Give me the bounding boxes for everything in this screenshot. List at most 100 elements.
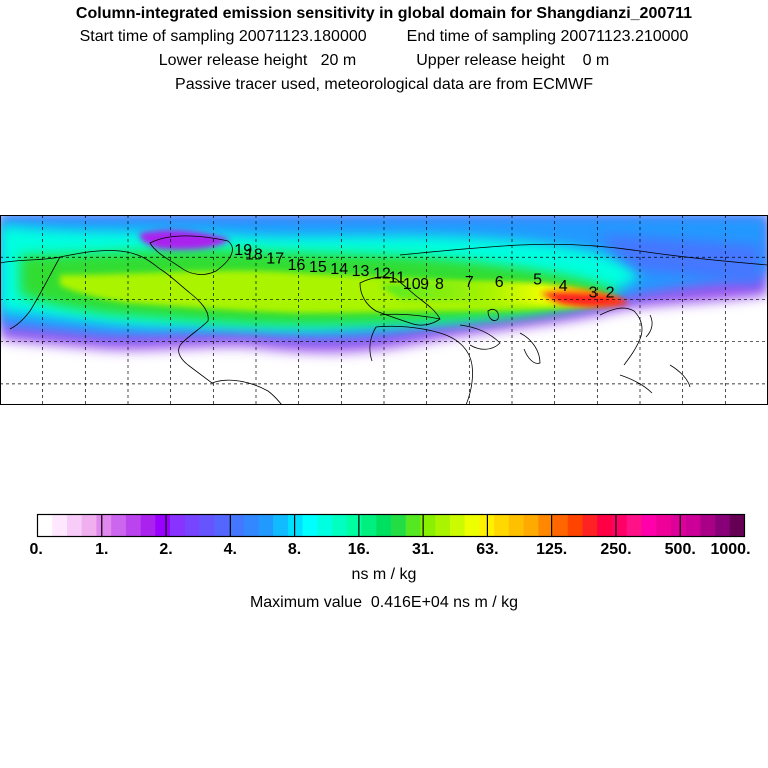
colorbar-tick-label: 1.: [95, 541, 108, 558]
trajectory-label: 12: [373, 265, 391, 282]
colorbar-cell: [155, 514, 171, 537]
colorbar-cell: [302, 514, 318, 537]
colorbar-cell: [125, 514, 141, 537]
colorbar-cell: [582, 514, 598, 537]
trajectory-label: 9: [420, 276, 429, 293]
colorbar-tick-label: 0.: [30, 541, 43, 558]
trajectory-label: 16: [288, 257, 306, 274]
lower-value: 20 m: [320, 52, 357, 69]
figure-title: Column-integrated emission sensitivity i…: [75, 5, 693, 22]
trajectory-label: 11: [388, 270, 405, 287]
colorbar-tick-label: 16.: [348, 541, 370, 558]
colorbar-cell: [81, 514, 97, 537]
colorbar-cell: [464, 514, 480, 537]
trajectory-label: 18: [245, 246, 263, 263]
trajectory-label: 17: [266, 251, 284, 268]
trajectory-label: 2: [606, 284, 615, 301]
trajectory-label: 8: [435, 276, 444, 293]
lat-lon-grid: [0, 215, 768, 405]
colorbar-tick-label: 4.: [224, 541, 237, 558]
maximum-value: Maximum value 0.416E+04 ns m / kg: [0, 594, 768, 612]
colorbar-cell: [538, 514, 554, 537]
lower-label: Lower release height: [158, 52, 308, 69]
colorbar-cell: [391, 514, 407, 537]
colorbar: 0. 1. 2. 4. 8. 16. 31. 63. 125. 250. 500. 1000.: [30, 513, 751, 558]
start-label: Start time of sampling: [79, 28, 235, 45]
upper-value: 0 m: [582, 52, 610, 69]
colorbar-cell: [37, 514, 53, 537]
coastlines: [0, 235, 768, 405]
colorbar-cell: [140, 514, 156, 537]
sampling-times: Start time of sampling 20071123.180000 En…: [0, 26, 768, 48]
end-label: End time of sampling: [406, 28, 557, 45]
max-number: 0.416E+04 ns m / kg: [370, 594, 519, 611]
trajectory-label: 13: [352, 263, 370, 280]
start-value: 20071123.180000: [238, 28, 367, 45]
colorbar-cell: [567, 514, 583, 537]
colorbar-cell: [553, 514, 569, 537]
max-label: Maximum value: [249, 594, 362, 611]
release-heights: Lower release height 20 m Upper release h…: [0, 50, 768, 72]
colorbar-cell: [508, 514, 524, 537]
colorbar-cell: [199, 514, 215, 537]
colorbar-cell: [317, 514, 333, 537]
colorbar-cell: [243, 514, 259, 537]
trajectory-label: 3: [589, 284, 598, 301]
colorbar-cell: [449, 514, 465, 537]
trajectory-label: 15: [309, 259, 327, 276]
upper-label: Upper release height: [416, 52, 565, 69]
colorbar-tick-label: 63.: [476, 541, 498, 558]
trajectory-label: 10: [403, 276, 421, 293]
colorbar-cell: [685, 514, 701, 537]
sensitivity-field: [0, 215, 768, 405]
colorbar-cell: [494, 514, 510, 537]
colorbar-tick-label: 1000.: [710, 541, 750, 558]
colorbar-cell: [228, 514, 245, 537]
colorbar-cell: [361, 514, 377, 537]
colorbar-cell: [729, 514, 745, 537]
colorbar-cell: [523, 514, 539, 537]
colorbar-cell: [626, 514, 642, 537]
trajectory-label: 14: [330, 261, 348, 278]
colorbar-tick-label: 500.: [665, 541, 696, 558]
colorbar-cell: [170, 514, 186, 537]
end-value: 20071123.210000: [560, 28, 689, 45]
colorbar-cell: [214, 514, 230, 537]
colorbar-cell: [420, 514, 436, 537]
colorbar-cell: [376, 514, 392, 537]
colorbar-tick-label: 250.: [600, 541, 631, 558]
colorbar-cell: [597, 514, 613, 537]
colorbar-cell: [346, 514, 362, 537]
tracer-note: Passive tracer used, meteorological data…: [175, 76, 593, 93]
colorbar-cell: [670, 514, 686, 537]
colorbar-cell: [273, 514, 289, 537]
trajectory-label: 4: [559, 278, 568, 295]
colorbar-cell: [715, 514, 731, 537]
trajectory-label: 19: [234, 242, 252, 259]
colorbar-unit: ns m / kg: [351, 566, 417, 583]
colorbar-cell: [111, 514, 127, 537]
map-header: Column-integrated emission sensitivity i…: [0, 4, 768, 96]
colorbar-tick-label: 125.: [536, 541, 567, 558]
colorbar-tick-label: 8.: [288, 541, 301, 558]
colorbar-cell: [611, 514, 627, 537]
colorbar-cell: [96, 514, 112, 537]
trajectory-label: 5: [533, 272, 542, 289]
colorbar-tick-label: 2.: [159, 541, 172, 558]
colorbar-cell: [641, 514, 657, 537]
colorbar-cell: [258, 514, 274, 537]
colorbar-cell: [435, 514, 451, 537]
colorbar-tick-label: 31.: [412, 541, 434, 558]
colorbar-cell: [184, 514, 200, 537]
colorbar-cell: [656, 514, 672, 537]
colorbar-cell: [52, 514, 68, 537]
trajectory-label: 7: [465, 274, 474, 291]
colorbar-cell: [287, 514, 303, 537]
colorbar-cell: [700, 514, 716, 537]
colorbar-cell: [332, 514, 348, 537]
colorbar-cell: [66, 514, 82, 537]
trajectory-label: 6: [495, 274, 504, 291]
colorbar-cell: [405, 514, 421, 537]
